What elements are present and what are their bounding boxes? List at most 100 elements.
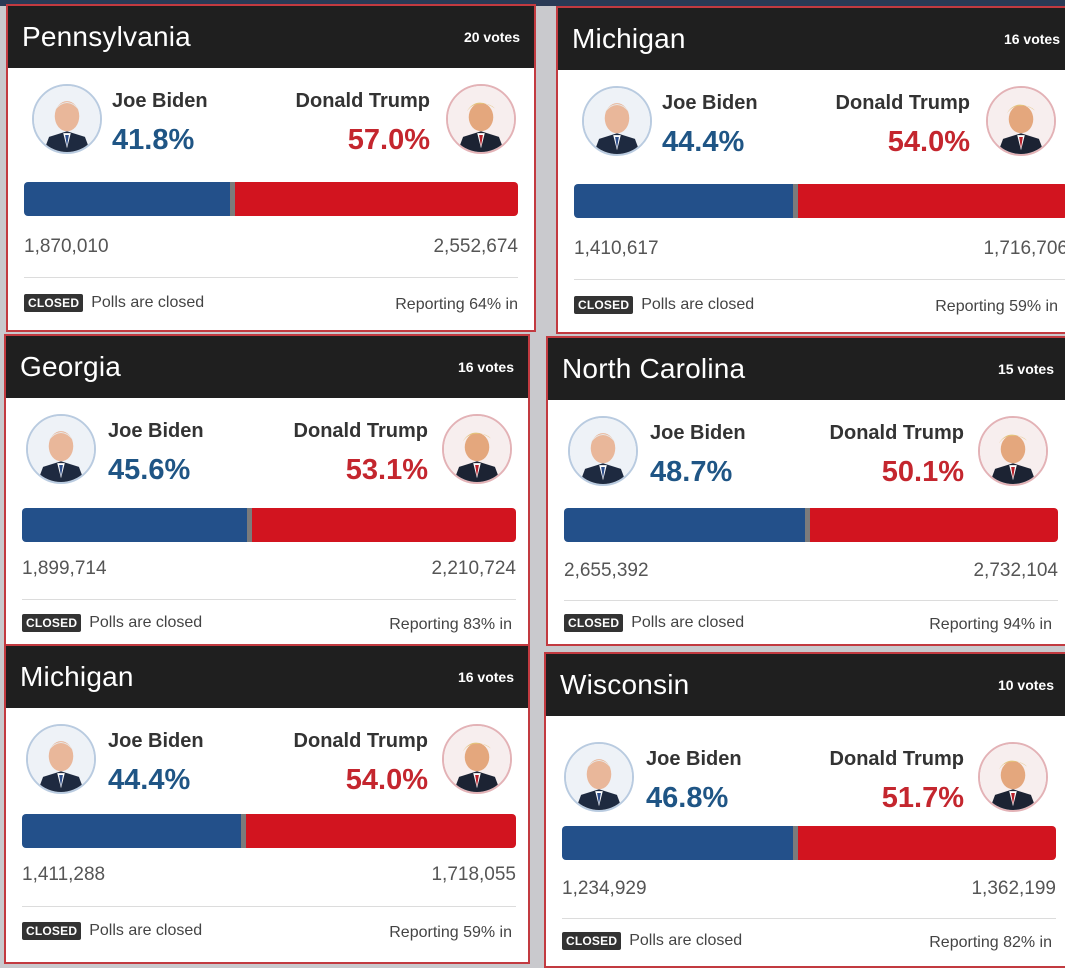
biden-avatar [32, 84, 102, 154]
biden-percent: 44.4% [108, 764, 191, 796]
vote-share-bar [22, 508, 516, 542]
vote-share-bar [564, 508, 1058, 542]
reporting-text: Reporting 83% in [389, 616, 512, 633]
biden-avatar [582, 86, 652, 156]
state-name: Wisconsin [560, 669, 690, 700]
state-card-michigan[interactable]: Michigan 16 votes Joe Biden 44.4% Donald… [556, 6, 1065, 334]
status-text: Polls are closed [91, 294, 205, 311]
trump-avatar [442, 724, 512, 794]
electoral-votes: 16 votes [1003, 31, 1060, 47]
trump-name: Donald Trump [293, 730, 428, 752]
other-bar-segment [241, 814, 247, 848]
candidates-row: Joe Biden 45.6% Donald Trump 53.1% [6, 398, 528, 506]
other-bar-segment [230, 182, 236, 216]
reporting-text: Reporting 82% in [929, 934, 1052, 951]
electoral-votes: 16 votes [457, 359, 514, 375]
trump-name: Donald Trump [829, 422, 964, 444]
reporting-text: Reporting 59% in [935, 298, 1058, 315]
closed-badge: CLOSED [574, 296, 634, 314]
biden-vote-count: 1,234,929 [562, 878, 647, 899]
biden-vote-count: 1,899,714 [22, 558, 107, 579]
trump-avatar [442, 414, 512, 484]
status-text: Polls are closed [629, 932, 743, 949]
trump-bar-segment [798, 826, 1056, 860]
status-text: Polls are closed [89, 614, 203, 631]
biden-bar-segment [22, 508, 248, 542]
status-footer: CLOSED Polls are closed [22, 922, 202, 940]
trump-name: Donald Trump [295, 90, 430, 112]
card-header: North Carolina 15 votes [548, 338, 1065, 400]
biden-percent: 46.8% [646, 782, 729, 814]
top-strip [0, 0, 1065, 6]
closed-badge: CLOSED [22, 922, 82, 940]
trump-percent: 57.0% [347, 124, 430, 156]
state-name: Michigan [20, 661, 134, 692]
trump-vote-count: 1,716,706 [983, 238, 1065, 259]
candidates-row: Joe Biden 46.8% Donald Trump 51.7% [546, 726, 1065, 834]
footer-divider [22, 599, 516, 600]
trump-percent: 54.0% [345, 764, 428, 796]
footer-divider [22, 906, 516, 907]
trump-avatar [978, 742, 1048, 812]
electoral-votes: 10 votes [997, 677, 1054, 693]
electoral-votes: 15 votes [997, 361, 1054, 377]
biden-name: Joe Biden [650, 422, 746, 444]
biden-avatar [568, 416, 638, 486]
state-name: Michigan [572, 23, 686, 54]
biden-bar-segment [562, 826, 794, 860]
state-card-georgia[interactable]: Georgia 16 votes Joe Biden 45.6% Donald … [4, 334, 530, 646]
biden-avatar [26, 724, 96, 794]
state-card-pennsylvania[interactable]: Pennsylvania 20 votes Joe Biden 41.8% Do… [6, 4, 536, 332]
status-text: Polls are closed [641, 296, 755, 313]
closed-badge: CLOSED [24, 294, 84, 312]
candidates-row: Joe Biden 44.4% Donald Trump 54.0% [6, 708, 528, 816]
electoral-votes: 16 votes [457, 669, 514, 685]
status-text: Polls are closed [631, 614, 745, 631]
trump-vote-count: 1,362,199 [971, 878, 1056, 899]
candidates-row: Joe Biden 44.4% Donald Trump 54.0% [558, 70, 1065, 178]
status-text: Polls are closed [89, 922, 203, 939]
biden-bar-segment [22, 814, 242, 848]
biden-vote-count: 1,410,617 [574, 238, 659, 259]
trump-percent: 53.1% [345, 454, 428, 486]
trump-bar-segment [235, 182, 518, 216]
vote-share-bar [22, 814, 516, 848]
state-card-michigan-2[interactable]: Michigan 16 votes Joe Biden 44.4% Donald… [4, 644, 530, 964]
reporting-text: Reporting 64% in [395, 296, 518, 313]
biden-vote-count: 2,655,392 [564, 560, 649, 581]
trump-name: Donald Trump [835, 92, 970, 114]
state-name: Georgia [20, 351, 122, 382]
card-header: Pennsylvania 20 votes [8, 6, 534, 68]
other-bar-segment [793, 184, 799, 218]
biden-percent: 48.7% [650, 456, 733, 488]
vote-share-bar [562, 826, 1056, 860]
trump-bar-segment [252, 508, 516, 542]
other-bar-segment [247, 508, 253, 542]
card-header: Michigan 16 votes [6, 646, 528, 708]
status-footer: CLOSED Polls are closed [24, 294, 204, 312]
trump-percent: 50.1% [881, 456, 964, 488]
state-card-wisconsin[interactable]: Wisconsin 10 votes Joe Biden 46.8% Donal… [544, 652, 1065, 968]
state-card-north-carolina[interactable]: North Carolina 15 votes Joe Biden 48.7% … [546, 336, 1065, 646]
trump-bar-segment [246, 814, 516, 848]
other-bar-segment [804, 508, 810, 542]
trump-name: Donald Trump [293, 420, 428, 442]
trump-avatar [986, 86, 1056, 156]
status-footer: CLOSED Polls are closed [564, 614, 744, 632]
closed-badge: CLOSED [562, 932, 622, 950]
candidates-row: Joe Biden 48.7% Donald Trump 50.1% [548, 400, 1065, 508]
reporting-text: Reporting 59% in [389, 924, 512, 941]
vote-share-bar [24, 182, 518, 216]
biden-name: Joe Biden [108, 730, 204, 752]
trump-vote-count: 2,210,724 [431, 558, 516, 579]
candidates-row: Joe Biden 41.8% Donald Trump 57.0% [8, 68, 534, 176]
biden-percent: 44.4% [662, 126, 745, 158]
trump-bar-segment [798, 184, 1065, 218]
trump-vote-count: 2,732,104 [973, 560, 1058, 581]
footer-divider [564, 600, 1058, 601]
footer-divider [562, 918, 1056, 919]
biden-vote-count: 1,411,288 [22, 864, 106, 885]
trump-name: Donald Trump [829, 748, 964, 770]
status-footer: CLOSED Polls are closed [562, 932, 742, 950]
biden-bar-segment [564, 508, 805, 542]
